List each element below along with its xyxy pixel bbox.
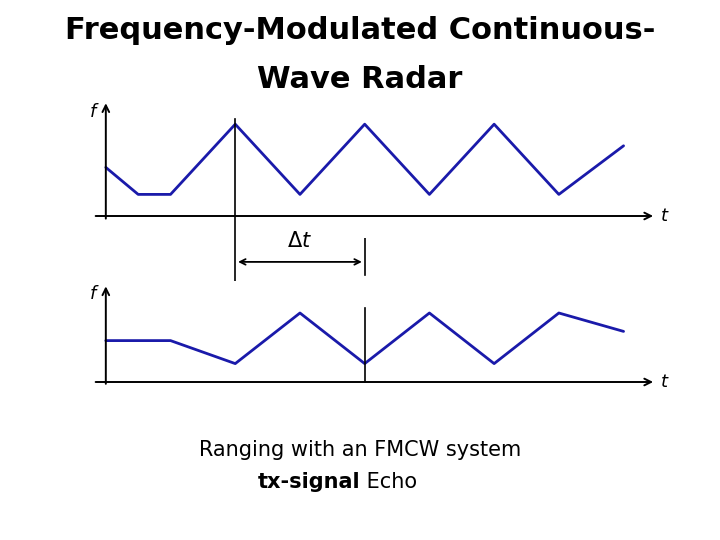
Text: $f$: $f$ [89, 286, 99, 303]
Text: Wave Radar: Wave Radar [257, 65, 463, 94]
Text: tx-signal: tx-signal [257, 472, 360, 492]
Text: Ranging with an FMCW system: Ranging with an FMCW system [199, 440, 521, 460]
Text: $f$: $f$ [89, 103, 99, 120]
Text: Frequency-Modulated Continuous-: Frequency-Modulated Continuous- [65, 16, 655, 45]
Text: $t$: $t$ [660, 207, 670, 225]
Text: $t$: $t$ [660, 373, 670, 391]
Text: Echo: Echo [360, 472, 417, 492]
Text: $\Delta t$: $\Delta t$ [287, 231, 312, 251]
